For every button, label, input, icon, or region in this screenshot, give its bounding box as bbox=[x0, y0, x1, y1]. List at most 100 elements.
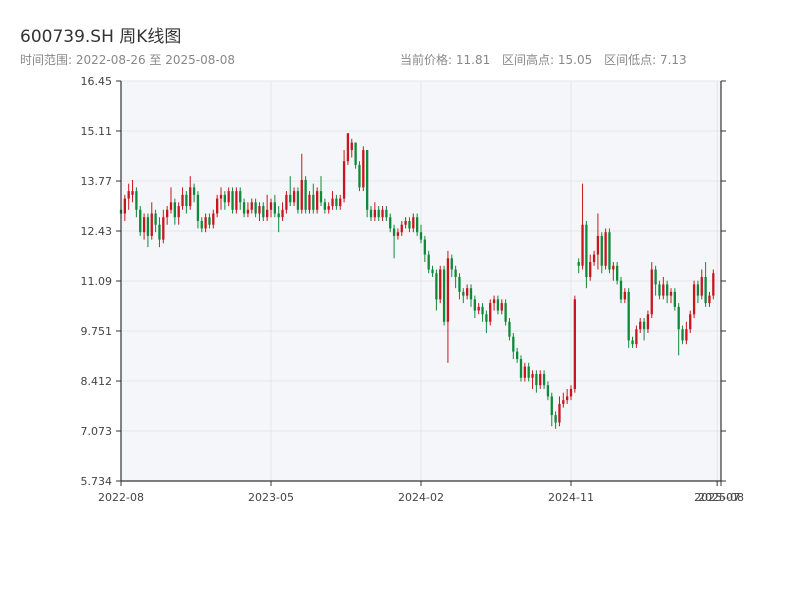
candle bbox=[131, 179, 134, 203]
stats-bar: 当前价格: 11.81 区间高点: 15.05 区间低点: 7.13 bbox=[400, 51, 695, 68]
y-tick-label: 12.43 bbox=[81, 225, 113, 238]
candle bbox=[558, 396, 561, 427]
candle bbox=[523, 362, 526, 382]
candle-body bbox=[616, 265, 619, 281]
candle-body bbox=[608, 232, 611, 270]
candle-body bbox=[550, 396, 553, 416]
candle bbox=[292, 187, 296, 207]
candle bbox=[642, 318, 646, 341]
candle bbox=[139, 206, 142, 236]
candle-body bbox=[700, 276, 703, 296]
current-price-label: 当前价格: 11.81 bbox=[400, 53, 491, 67]
candle bbox=[666, 280, 669, 304]
candle-body bbox=[262, 206, 265, 218]
candle-body bbox=[212, 213, 215, 225]
candle-body bbox=[408, 220, 411, 229]
candle bbox=[442, 265, 446, 326]
candle-body bbox=[627, 291, 630, 341]
candle-body bbox=[342, 161, 346, 199]
range-low-label: 区间低点: 7.13 bbox=[604, 53, 687, 67]
candle-body bbox=[473, 299, 476, 311]
candle-body bbox=[208, 217, 211, 225]
candle-body bbox=[485, 314, 488, 322]
candle bbox=[639, 318, 642, 333]
candle-body bbox=[266, 209, 269, 218]
candle bbox=[696, 280, 700, 304]
candle bbox=[227, 187, 230, 207]
candle-body bbox=[577, 262, 580, 266]
candle bbox=[127, 183, 130, 210]
candle bbox=[342, 150, 346, 203]
candle-body bbox=[708, 295, 711, 304]
candle bbox=[381, 206, 384, 221]
candle-body bbox=[462, 291, 465, 296]
y-tick-label: 5.734 bbox=[81, 475, 113, 488]
candle bbox=[700, 269, 703, 300]
candles-group bbox=[119, 133, 715, 429]
candle-body bbox=[558, 403, 561, 423]
candle-body bbox=[596, 235, 600, 255]
candle bbox=[154, 209, 157, 233]
candle-body bbox=[662, 284, 665, 296]
candle-body bbox=[366, 150, 369, 210]
candle bbox=[596, 213, 600, 270]
candle-body bbox=[135, 191, 138, 210]
candle-body bbox=[458, 276, 461, 292]
candle-body bbox=[162, 217, 165, 240]
candle-body bbox=[300, 179, 303, 210]
candle bbox=[266, 194, 269, 221]
candle bbox=[450, 254, 453, 277]
candle-body bbox=[227, 191, 230, 203]
candle bbox=[689, 310, 692, 333]
candle bbox=[404, 217, 407, 229]
candle bbox=[562, 392, 565, 408]
candle bbox=[662, 276, 665, 300]
candle-body bbox=[692, 284, 696, 315]
date-range-label: 时间范围: 2022-08-26 至 2025-08-08 bbox=[20, 53, 235, 67]
y-tick-label: 7.073 bbox=[81, 425, 113, 438]
candle-body bbox=[619, 280, 623, 300]
candle-body bbox=[635, 329, 638, 345]
candle bbox=[516, 347, 519, 363]
candle-body bbox=[427, 254, 430, 270]
candle bbox=[216, 194, 219, 218]
candle-body bbox=[335, 198, 338, 207]
candle-body bbox=[377, 209, 380, 218]
candle bbox=[200, 217, 203, 233]
candle bbox=[646, 310, 650, 333]
candle bbox=[196, 191, 200, 229]
candle-body bbox=[181, 194, 184, 207]
candle bbox=[158, 217, 161, 248]
candle-body bbox=[696, 284, 700, 296]
candle bbox=[496, 295, 500, 315]
candle-body bbox=[523, 366, 526, 378]
x-tick-label: 2025-07 bbox=[694, 491, 740, 504]
candle bbox=[316, 187, 319, 214]
candle bbox=[396, 228, 400, 240]
candle-body bbox=[412, 217, 415, 229]
candle bbox=[327, 202, 330, 214]
candle bbox=[204, 213, 207, 233]
candle bbox=[631, 336, 634, 348]
candle bbox=[508, 318, 511, 341]
candle-body bbox=[258, 206, 261, 214]
candle-body bbox=[339, 198, 342, 207]
candle-body bbox=[216, 198, 219, 214]
candle-body bbox=[512, 336, 515, 352]
candle-body bbox=[319, 191, 323, 203]
y-tick-label: 15.11 bbox=[81, 125, 113, 138]
candle-body bbox=[166, 209, 169, 218]
candle-body bbox=[531, 374, 534, 378]
candle bbox=[500, 299, 503, 315]
x-tick-label: 2025-08 bbox=[698, 491, 744, 504]
candle-body bbox=[658, 284, 661, 296]
candle bbox=[231, 187, 234, 214]
candle bbox=[331, 191, 334, 210]
candle bbox=[454, 265, 457, 289]
candle-body bbox=[146, 217, 150, 236]
candle bbox=[581, 183, 584, 270]
candle-body bbox=[158, 224, 161, 240]
candle-body bbox=[273, 202, 276, 214]
candle-body bbox=[200, 220, 203, 229]
